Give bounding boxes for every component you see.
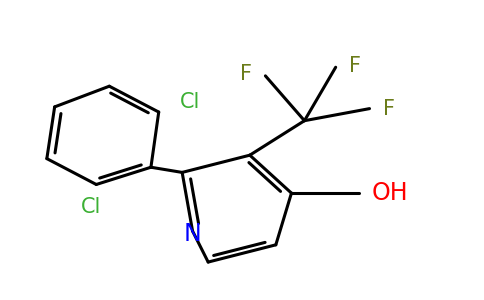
Text: F: F — [240, 64, 252, 84]
Text: F: F — [349, 56, 362, 76]
Text: Cl: Cl — [81, 197, 101, 217]
Text: Cl: Cl — [180, 92, 200, 112]
Text: N: N — [184, 223, 201, 247]
Text: OH: OH — [372, 181, 408, 205]
Text: F: F — [383, 99, 395, 118]
